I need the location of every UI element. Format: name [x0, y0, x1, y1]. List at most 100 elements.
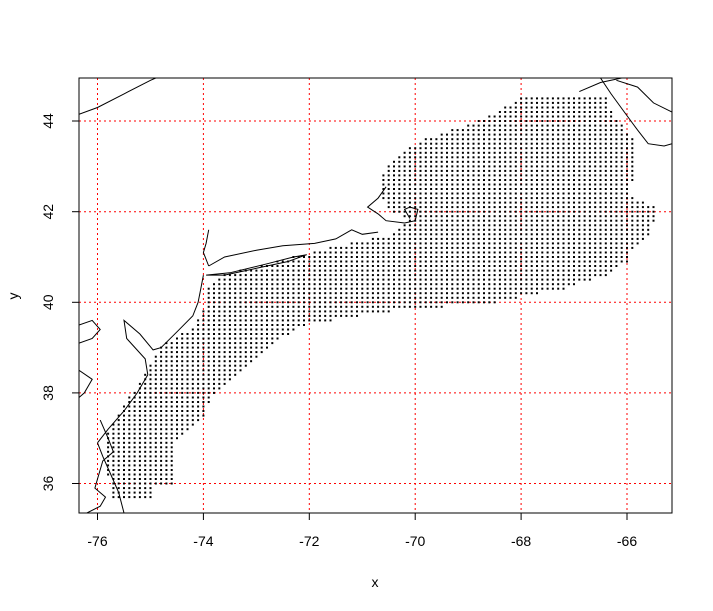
grid-point-937	[260, 287, 263, 290]
grid-point-315	[165, 391, 168, 394]
grid-point-2941	[525, 97, 528, 100]
grid-point-2241	[419, 183, 422, 186]
grid-point-2830	[483, 120, 485, 122]
grid-point-924	[525, 292, 528, 295]
grid-point-1675	[498, 237, 501, 240]
grid-point-813	[250, 296, 253, 299]
grid-point-122	[154, 450, 157, 453]
grid-point-1164	[377, 274, 380, 277]
grid-point-1578	[541, 246, 544, 249]
grid-point-2182	[604, 192, 607, 195]
grid-point-888	[334, 292, 337, 295]
grid-point-810	[234, 296, 237, 299]
grid-point-1680	[525, 237, 528, 240]
y-tick-label-0: 36	[40, 476, 56, 492]
grid-point-175	[154, 432, 157, 435]
grid-point-412	[154, 364, 157, 367]
grid-point-548	[266, 337, 268, 340]
grid-point-1810	[456, 224, 459, 227]
grid-point-2925	[530, 101, 533, 104]
grid-point-1469	[583, 256, 586, 258]
grid-point-951	[334, 287, 337, 290]
grid-point-2784	[546, 129, 549, 132]
grid-point-406	[218, 369, 221, 372]
grid-point-1546	[371, 246, 374, 249]
grid-point-1260	[514, 269, 517, 272]
grid-point-2848	[578, 120, 581, 122]
grid-point-278	[133, 401, 136, 403]
grid-point-2193	[414, 188, 417, 190]
grid-point-1195	[541, 274, 544, 277]
grid-point-156	[128, 437, 131, 440]
grid-point-1803	[419, 224, 422, 227]
grid-point-2277	[610, 183, 613, 186]
grid-point-2751	[551, 133, 554, 136]
grid-point-1297	[356, 265, 358, 267]
grid-point-1683	[541, 237, 544, 240]
grid-point-316	[170, 391, 173, 394]
grid-point-2852	[599, 120, 602, 122]
grid-point-89	[117, 459, 120, 462]
grid-point-1515	[509, 251, 512, 254]
grid-point-980	[488, 287, 491, 290]
grid-point-1278	[610, 269, 613, 272]
grid-point-250	[149, 410, 152, 412]
grid-point-631	[292, 319, 295, 322]
grid-point-2755	[573, 133, 575, 136]
grid-point-78	[128, 464, 131, 467]
grid-point-2432	[430, 165, 433, 168]
grid-point-1142	[260, 274, 263, 277]
grid-point-2682	[594, 142, 597, 145]
grid-point-2251	[472, 183, 475, 186]
grid-point-88	[112, 459, 115, 462]
grid-point-2026	[567, 206, 570, 209]
grid-point-2130	[583, 197, 586, 200]
grid-point-2892	[562, 111, 565, 113]
grid-point-1454	[504, 256, 507, 258]
grid-point-1172	[419, 274, 422, 277]
grid-point-869	[234, 292, 237, 295]
grid-point-1227	[340, 269, 343, 272]
grid-point-2818	[567, 124, 570, 127]
grid-point-1317	[461, 265, 464, 267]
grid-point-618	[223, 319, 226, 322]
grid-point-1847	[408, 219, 411, 222]
grid-point-2263	[536, 183, 538, 186]
grid-point-1211	[255, 269, 258, 272]
grid-point-2553	[588, 156, 591, 159]
grid-point-1393	[520, 260, 523, 263]
grid-point-2556	[604, 156, 607, 159]
grid-point-2554	[594, 156, 597, 159]
grid-point-1290	[318, 265, 321, 267]
grid-point-1620	[477, 242, 480, 245]
grid-point-39	[128, 478, 131, 480]
grid-point-202	[144, 423, 147, 426]
grid-point-843	[408, 296, 411, 299]
grid-point-1143	[266, 274, 268, 277]
grid-point-974	[456, 287, 459, 290]
grid-point-957	[366, 287, 369, 290]
grid-point-2877	[599, 115, 602, 118]
grid-point-828	[329, 296, 332, 299]
grid-point-409	[234, 369, 237, 372]
grid-point-2719	[578, 138, 581, 141]
grid-point-1824	[530, 224, 533, 227]
grid-point-1777	[530, 228, 533, 231]
grid-point-2021	[541, 206, 544, 209]
grid-point-1742	[599, 233, 602, 236]
grid-point-2768	[461, 129, 464, 132]
grid-point-952	[340, 287, 343, 290]
grid-point-1125	[541, 278, 544, 281]
grid-point-74	[107, 464, 110, 467]
grid-point-2515	[626, 160, 628, 163]
grid-point-1862	[488, 219, 491, 222]
grid-point-2301	[488, 179, 491, 181]
grid-point-978	[477, 287, 480, 290]
grid-point-1930	[594, 215, 597, 218]
grid-point-577	[218, 328, 221, 331]
grid-point-1025	[371, 283, 374, 286]
grid-point-1400	[557, 260, 560, 263]
grid-point-321	[197, 391, 200, 394]
grid-point-567	[266, 333, 268, 335]
grid-point-76	[117, 464, 120, 467]
